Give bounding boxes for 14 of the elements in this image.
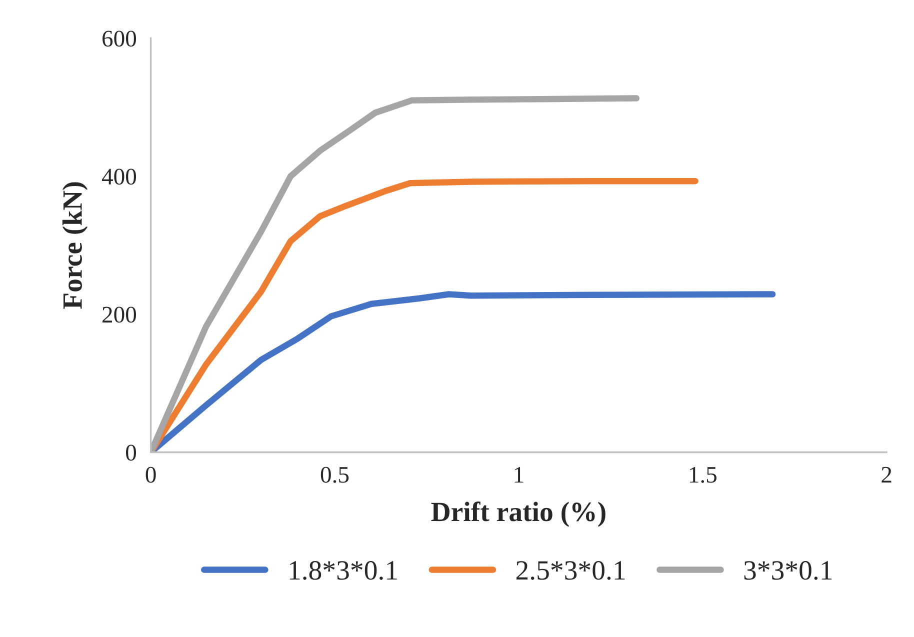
x-tick-label: 1 — [514, 466, 524, 483]
x-tick-label: 0 — [146, 466, 156, 483]
x-tick-label: 2 — [882, 466, 892, 483]
legend-label: 2.5*3*0.1 — [516, 561, 625, 580]
y-tick-label: 600 — [102, 30, 136, 47]
legend-label: 1.8*3*0.1 — [290, 561, 397, 580]
x-axis-title: Drift ratio (%) — [431, 501, 606, 527]
y-tick-label: 0 — [126, 444, 136, 461]
y-tick-label: 200 — [102, 306, 136, 323]
y-tick-label: 400 — [102, 168, 136, 185]
x-tick-label: 0.5 — [320, 466, 349, 483]
legend-label: 3*3*0.1 — [744, 561, 832, 580]
y-axis-title: Force (kN) — [62, 182, 88, 309]
x-tick-label: 1.5 — [690, 466, 716, 483]
